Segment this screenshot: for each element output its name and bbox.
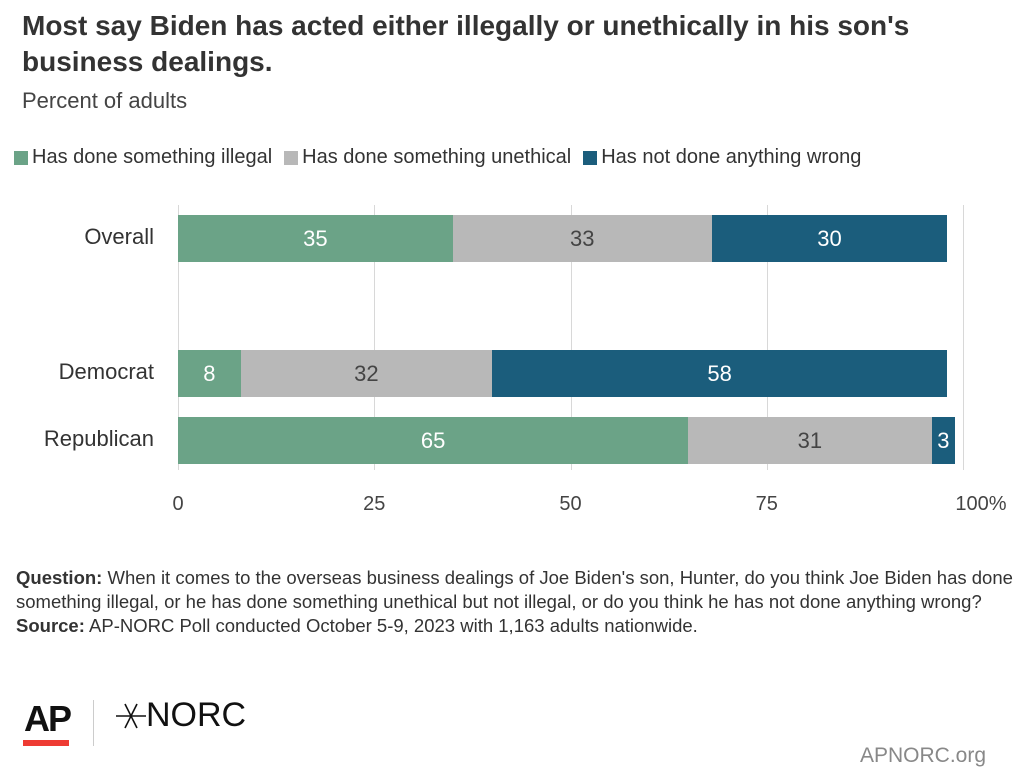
source-note: Source: AP-NORC Poll conducted October 5…: [16, 614, 1016, 638]
gridline: [570, 205, 572, 470]
category-label: Democrat: [58, 359, 154, 384]
question-text: When it comes to the overseas business d…: [16, 567, 1013, 612]
data-label: 30: [817, 225, 842, 251]
bar-segment: 8: [178, 350, 241, 397]
data-label: 31: [797, 427, 823, 453]
data-label: 33: [570, 225, 595, 251]
logo-divider: [93, 700, 94, 746]
legend: Has done something illegal Has done somet…: [14, 146, 861, 169]
question-label: Question:: [16, 567, 103, 588]
data-label: 58: [707, 360, 732, 386]
bar-segment: 31: [688, 417, 932, 464]
legend-item: Has done something unethical: [284, 146, 571, 169]
norc-star-icon: [116, 703, 146, 728]
source-label: Source:: [16, 615, 85, 636]
gridline: [766, 205, 768, 470]
bar-segment: 35: [178, 215, 453, 262]
category-label: Overall: [84, 224, 154, 249]
norc-logo: NORC: [116, 696, 246, 735]
x-tick-label: 75: [755, 493, 778, 515]
bar-segment: 33: [452, 215, 712, 262]
footer-notes: Question: When it comes to the overseas …: [16, 566, 1016, 638]
legend-swatch: [284, 150, 299, 165]
gridline: [963, 205, 964, 470]
gridline: [374, 205, 376, 470]
norc-logo-text: NORC: [146, 696, 247, 734]
bar-segment: 30: [711, 215, 948, 262]
data-label: 35: [303, 225, 328, 251]
legend-label: Has not done anything wrong: [601, 146, 862, 168]
x-tick-label: 0: [172, 493, 184, 515]
bar-segment: 58: [492, 350, 948, 397]
bar-segment: 65: [178, 417, 689, 464]
legend-swatch: [14, 150, 28, 165]
data-label: 8: [203, 360, 216, 386]
chart-title: Most say Biden has acted either illegall…: [22, 10, 910, 77]
category-label: Republican: [43, 426, 154, 451]
gridline: [178, 205, 179, 470]
x-tick-label: 25: [363, 493, 386, 515]
data-label: 3: [937, 427, 950, 453]
plot-area: 0 25 50 75 100% Overall 35 33 30 Democrat 8 32 58 Rep…: [43, 205, 1007, 515]
source-text: AP-NORC Poll conducted October 5-9, 2023…: [84, 615, 698, 636]
question-note: Question: When it comes to the overseas …: [16, 566, 1016, 614]
legend-item: Has done something illegal: [14, 146, 272, 169]
legend-label: Has done something illegal: [32, 146, 273, 168]
data-label: 65: [420, 427, 446, 453]
ap-logo: AP: [24, 698, 72, 739]
bar-segment: 3: [931, 417, 956, 464]
data-label: 32: [354, 360, 379, 386]
ap-logo-underline: [23, 740, 69, 746]
x-tick-label: 50: [559, 493, 582, 515]
bar-segment: 32: [240, 350, 492, 397]
legend-label: Has done something unethical: [302, 146, 572, 168]
site-url[interactable]: APNORC.org: [859, 744, 986, 767]
legend-item: Has not done anything wrong: [583, 146, 861, 169]
x-tick-label: 100%: [955, 493, 1007, 515]
legend-swatch: [583, 150, 598, 165]
chart-subtitle: Percent of adults: [22, 88, 188, 113]
